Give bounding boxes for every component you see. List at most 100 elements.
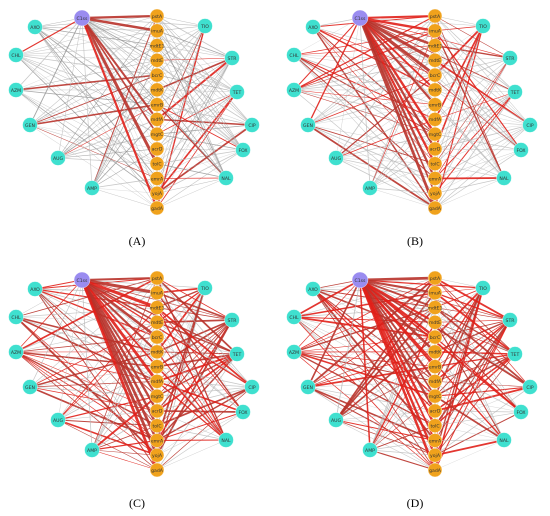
edge bbox=[335, 336, 436, 421]
edge bbox=[156, 104, 244, 151]
edge bbox=[156, 177, 227, 209]
edge bbox=[156, 321, 238, 355]
edge bbox=[156, 336, 244, 413]
edge bbox=[434, 410, 505, 441]
node bbox=[218, 432, 234, 448]
edge bbox=[91, 449, 158, 456]
node-label: mgtC bbox=[429, 394, 441, 400]
node-label: tolC bbox=[430, 161, 439, 167]
edge bbox=[156, 30, 227, 179]
edge bbox=[359, 279, 436, 309]
network-panel: AXO CHL AZM GEN AUG AMP TIO STR TET CIP FOX NAL pstA… bbox=[286, 8, 538, 248]
edge bbox=[434, 425, 505, 441]
node bbox=[427, 270, 443, 286]
node bbox=[149, 344, 165, 360]
edge bbox=[358, 279, 437, 471]
edge bbox=[156, 149, 244, 179]
panel-label: (C) bbox=[129, 496, 145, 510]
edge bbox=[335, 74, 436, 159]
node-label: emrB bbox=[429, 102, 441, 108]
node bbox=[149, 285, 165, 300]
node bbox=[427, 285, 443, 300]
edge bbox=[156, 287, 206, 294]
edge bbox=[335, 366, 436, 421]
node bbox=[522, 117, 538, 133]
edge bbox=[81, 14, 158, 20]
edge bbox=[434, 25, 484, 179]
edge bbox=[81, 279, 158, 368]
edge bbox=[359, 279, 436, 353]
edge bbox=[434, 292, 511, 321]
edge bbox=[34, 288, 158, 397]
node-label: mdfA bbox=[429, 379, 442, 385]
node bbox=[286, 344, 302, 360]
edge bbox=[307, 104, 436, 126]
edge bbox=[293, 292, 436, 318]
edge bbox=[80, 17, 159, 209]
edge bbox=[434, 45, 522, 151]
edge bbox=[434, 25, 484, 150]
edge bbox=[81, 17, 227, 179]
edge bbox=[312, 26, 436, 209]
node-label: CHL bbox=[289, 53, 299, 59]
edge bbox=[156, 277, 244, 413]
edge bbox=[156, 15, 253, 126]
edge bbox=[434, 319, 511, 456]
node bbox=[300, 379, 316, 395]
node bbox=[149, 359, 165, 374]
edge bbox=[293, 277, 436, 318]
node bbox=[149, 186, 165, 201]
node bbox=[235, 404, 251, 420]
node-label: mdtE1 bbox=[427, 43, 442, 49]
edge bbox=[156, 386, 253, 442]
node-label: mgtC bbox=[151, 394, 163, 400]
node bbox=[149, 200, 165, 216]
edge bbox=[434, 292, 522, 413]
edge bbox=[335, 279, 361, 421]
edge bbox=[434, 15, 531, 126]
edge bbox=[434, 287, 484, 353]
edge bbox=[434, 148, 505, 179]
node bbox=[513, 142, 529, 158]
edge bbox=[34, 288, 158, 353]
edge bbox=[91, 187, 158, 194]
edge bbox=[307, 277, 436, 388]
node bbox=[73, 271, 91, 289]
edge bbox=[57, 17, 83, 159]
edge bbox=[434, 353, 516, 368]
edge bbox=[434, 124, 531, 194]
edge bbox=[434, 57, 511, 76]
edge bbox=[57, 322, 158, 421]
edge bbox=[15, 30, 158, 91]
node bbox=[328, 412, 344, 428]
edge bbox=[434, 319, 511, 367]
edge bbox=[156, 307, 244, 413]
node-label: mdfA bbox=[151, 379, 164, 385]
node-label: tolC bbox=[152, 161, 161, 167]
node bbox=[286, 309, 302, 325]
edge bbox=[358, 279, 437, 427]
edge bbox=[156, 287, 206, 441]
edge bbox=[359, 276, 436, 282]
node bbox=[8, 82, 24, 98]
node-label: AZM bbox=[289, 350, 299, 356]
node bbox=[22, 379, 38, 395]
node-label: mgtC bbox=[429, 132, 441, 138]
edge bbox=[335, 419, 436, 471]
edge bbox=[91, 119, 158, 189]
edge bbox=[434, 411, 522, 427]
edge bbox=[15, 277, 158, 318]
edge bbox=[156, 277, 238, 355]
node bbox=[427, 388, 443, 404]
edge bbox=[434, 386, 531, 456]
node bbox=[286, 47, 302, 63]
node-label: acrD bbox=[430, 409, 441, 415]
edge bbox=[335, 292, 436, 421]
edge bbox=[335, 351, 436, 421]
edge bbox=[434, 381, 505, 441]
edge bbox=[156, 91, 238, 179]
node-label: GEN bbox=[303, 385, 313, 391]
node-label: NAL bbox=[221, 438, 231, 444]
edge bbox=[359, 16, 436, 32]
node-label: imuA bbox=[429, 291, 442, 297]
